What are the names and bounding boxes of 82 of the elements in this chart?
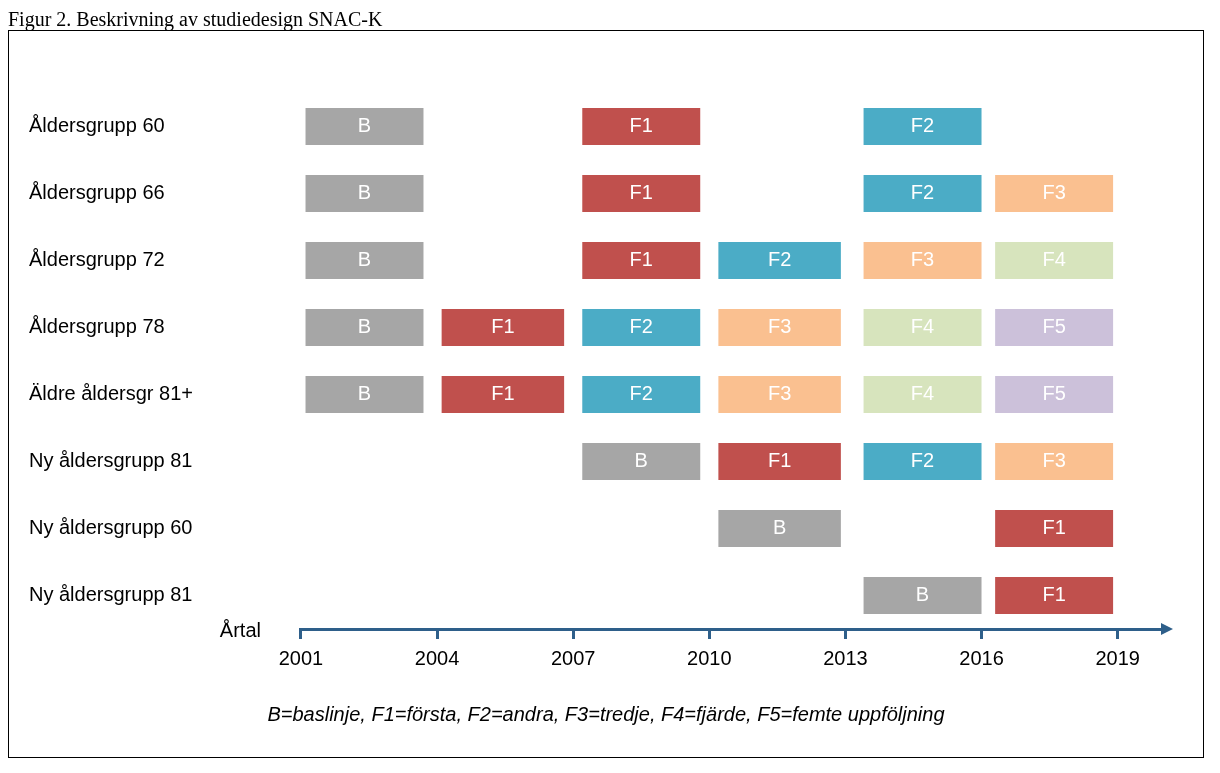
bar [863,376,982,413]
bar [863,175,982,212]
bar [718,309,841,346]
bar [305,309,424,346]
x-tick-label: 2013 [823,646,868,669]
series-label: F1 [1042,583,1066,606]
bar [305,108,424,145]
series-label: F3 [1042,181,1066,204]
bar [995,376,1114,413]
x-axis-title: Årtal [219,618,261,641]
bar [441,309,565,346]
text: F2 [910,449,935,472]
bar [995,577,1114,614]
bar [863,309,982,346]
text: F2 [629,315,653,338]
x-tick-label: 2004 [414,646,460,669]
bar [305,242,424,279]
y-tick-label: Ny åldersgrupp 81 [29,583,193,606]
text: B=baslinje, F1=första, F2=andra, F3=tredje, F4=fjärde, F5=femte uppföljning [266,703,946,726]
bar [995,242,1114,279]
text: F1 [629,114,653,137]
text: B [357,181,372,204]
bar [305,376,424,413]
text: F1 [629,248,653,271]
x-tick-label: 2010 [687,646,732,669]
text: F2 [910,181,935,204]
bar [582,309,701,346]
text: B [634,449,648,472]
text: F3 [1042,449,1066,472]
bar [582,443,701,480]
x-tick-label: 2001 [278,646,324,669]
bar [995,443,1114,480]
text: B [357,315,372,338]
text: F1 [491,315,515,338]
y-tick-label: Åldersgrupp 60 [29,114,165,137]
text: B [357,114,372,137]
text: F3 [767,382,792,405]
text: B [357,248,372,271]
text: B [772,516,787,539]
text: F4 [910,315,935,338]
text: F1 [1042,516,1066,539]
bar [582,175,701,212]
text: F2 [629,382,653,405]
bar [995,309,1114,346]
chart-title: Figur 2. Beskrivning av studiedesign SNAC-K [8,8,384,30]
text: F1 [767,449,792,472]
text: F5 [1042,382,1066,405]
text: F1 [491,382,515,405]
text: B [357,382,372,405]
bar [863,443,982,480]
text: F4 [910,382,935,405]
text: F2 [767,248,792,271]
bar [582,376,701,413]
bar [718,242,841,279]
x-tick-label: 2019 [1095,646,1140,669]
bar [718,376,841,413]
bar [305,175,424,212]
bar [582,108,701,145]
bar [863,108,982,145]
bar [441,376,565,413]
series-label: B [915,583,930,606]
bar [863,242,982,279]
text: F3 [767,315,792,338]
y-tick-label: Åldersgrupp 66 [29,181,165,204]
y-tick-label: Åldersgrupp 78 [29,315,165,338]
x-tick-label: 2016 [959,646,1004,669]
y-tick-label: Äldre åldersgr 81+ [29,382,193,405]
bar [995,175,1114,212]
bar [582,242,701,279]
series-label: F5 [1042,315,1066,338]
series-label: F2 [910,114,935,137]
bar [995,510,1114,547]
bar [718,443,841,480]
y-tick-label: Åldersgrupp 72 [29,248,165,271]
bar [718,510,841,547]
bar [863,577,982,614]
y-tick-label: Ny åldersgrupp 60 [29,516,193,539]
x-tick-label: 2007 [550,646,596,669]
text: F1 [629,181,653,204]
series-label: F4 [1042,248,1066,271]
text: F3 [910,248,935,271]
y-tick-label: Ny åldersgrupp 81 [29,449,193,472]
